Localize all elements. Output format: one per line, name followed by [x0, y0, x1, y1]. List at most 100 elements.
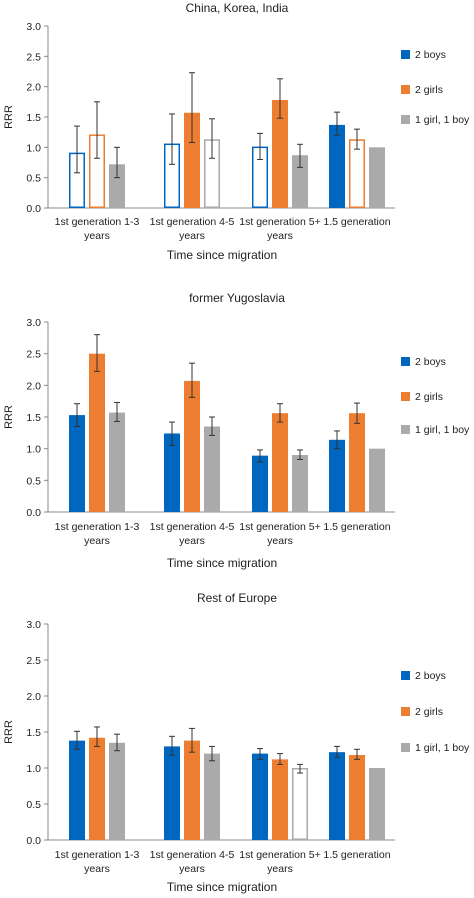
- y-tick-label: 0.5: [26, 173, 41, 185]
- bar-boys-3: [329, 124, 345, 208]
- y-axis-label: RRR: [3, 105, 15, 129]
- y-tick-label: 3.0: [26, 21, 41, 33]
- y-tick-label: 2.5: [26, 51, 41, 63]
- legend-swatch-mixed: [401, 115, 410, 124]
- bar-mixed-3: [369, 768, 385, 840]
- bar-girls-2: [272, 100, 288, 208]
- y-tick-label: 2.0: [26, 82, 41, 94]
- legend-swatch-mixed: [401, 743, 410, 752]
- x-tick-label: 1st generation 5+: [239, 521, 320, 533]
- y-tick-label: 0.0: [26, 203, 41, 215]
- bar-mixed-3: [369, 147, 385, 208]
- y-tick-label: 2.0: [26, 380, 41, 392]
- y-axis-label: RRR: [3, 720, 15, 744]
- x-tick-label: 1.5 generation: [323, 521, 390, 533]
- legend-swatch-boys: [401, 357, 410, 366]
- y-tick-label: 1.5: [26, 412, 41, 424]
- y-tick-label: 0.0: [26, 835, 41, 847]
- bar-mixed-3: [369, 448, 385, 512]
- bar-boys-0: [69, 740, 85, 840]
- x-tick-label: 1st generation 1-3: [55, 521, 140, 533]
- legend-label-boys: 2 boys: [415, 670, 446, 682]
- bar-boys-1: [164, 746, 180, 840]
- y-tick-label: 2.5: [26, 349, 41, 361]
- bar-mixed-0: [109, 412, 125, 512]
- legend-label-mixed: 1 girl, 1 boy: [415, 114, 470, 126]
- legend-label-boys: 2 boys: [415, 356, 446, 368]
- y-tick-label: 0.5: [26, 799, 41, 811]
- chart-rest-of-europe: Rest of Europe 0.0 0.5 1.0 1.5 2.0 2.5 3.0 RRR 1s…: [3, 591, 470, 894]
- x-axis-label: Time since migration: [167, 880, 277, 894]
- legend-label-girls: 2 girls: [415, 84, 443, 96]
- bar-girls-3: [349, 413, 365, 512]
- y-tick-label: 1.5: [26, 727, 41, 739]
- y-tick-label: 0.5: [26, 475, 41, 487]
- bar-mixed-2: [292, 155, 308, 208]
- legend-label-girls: 2 girls: [415, 706, 443, 718]
- legend-label-girls: 2 girls: [415, 391, 443, 403]
- x-tick-label: 1st generation 1-3: [55, 216, 140, 228]
- legend-swatch-girls: [401, 707, 410, 716]
- legend-swatch-girls: [401, 85, 410, 94]
- y-axis-label: RRR: [3, 405, 15, 429]
- bar-girls-1: [184, 380, 200, 512]
- x-tick-label: 1.5 generation: [323, 849, 390, 861]
- x-tick-label: years: [267, 863, 293, 875]
- x-tick-label: years: [84, 535, 110, 547]
- bar-girls-3: [349, 755, 365, 840]
- x-tick-label: years: [179, 230, 205, 242]
- x-tick-label: 1st generation 4-5: [150, 521, 235, 533]
- x-tick-label: years: [179, 863, 205, 875]
- bar-girls-1: [184, 112, 200, 208]
- bar-boys-3: [329, 752, 345, 840]
- bar-mixed-0: [109, 164, 125, 208]
- y-tick-label: 1.0: [26, 763, 41, 775]
- y-tick-label: 2.5: [26, 655, 41, 667]
- legend-swatch-mixed: [401, 425, 410, 434]
- bar-boys-3: [329, 439, 345, 512]
- x-tick-label: years: [179, 535, 205, 547]
- y-tick-label: 1.0: [26, 444, 41, 456]
- x-tick-label: 1st generation 1-3: [55, 849, 140, 861]
- x-tick-label: 1st generation 5+: [239, 216, 320, 228]
- y-tick-label: 0.0: [26, 507, 41, 519]
- bar-girls-3: [349, 139, 365, 208]
- chart-china-korea-india: China, Korea, India 0.0 0.5 1.0 1.5 2.0 2.5 3.0…: [3, 1, 470, 262]
- y-tick-label: 2.0: [26, 691, 41, 703]
- bar-girls-2: [272, 413, 288, 512]
- bar-boys-0: [69, 415, 85, 512]
- bar-girls-2: [272, 759, 288, 840]
- y-tick-label: 1.5: [26, 112, 41, 124]
- x-tick-label: 1st generation 4-5: [150, 216, 235, 228]
- legend-swatch-boys: [401, 671, 410, 680]
- bar-mixed-0: [109, 742, 125, 840]
- x-tick-label: 1st generation 4-5: [150, 849, 235, 861]
- bar-mixed-2: [292, 455, 308, 512]
- x-axis-label: Time since migration: [167, 248, 277, 262]
- bar-mixed-2: [292, 767, 308, 840]
- bar-boys-2: [252, 753, 268, 840]
- x-tick-label: 1.5 generation: [323, 216, 390, 228]
- bar-mixed-1: [204, 753, 220, 840]
- chart-title: China, Korea, India: [186, 1, 289, 15]
- legend-label-mixed: 1 girl, 1 boy: [415, 424, 470, 436]
- x-tick-label: years: [267, 230, 293, 242]
- y-tick-label: 1.0: [26, 142, 41, 154]
- x-tick-label: years: [84, 863, 110, 875]
- chart-former-yugoslavia: former Yugoslavia 0.0 0.5 1.0 1.5 2.0 2.5 3.0 RR…: [3, 291, 470, 570]
- chart-title: Rest of Europe: [197, 591, 277, 605]
- bar-boys-2: [252, 455, 268, 512]
- legend-label-boys: 2 boys: [415, 49, 446, 61]
- x-axis-label: Time since migration: [167, 556, 277, 570]
- x-tick-label: 1st generation 5+: [239, 849, 320, 861]
- bar-girls-0: [89, 737, 105, 840]
- bar-mixed-1: [204, 426, 220, 512]
- legend-swatch-girls: [401, 392, 410, 401]
- legend-swatch-boys: [401, 50, 410, 59]
- x-tick-label: years: [84, 230, 110, 242]
- bar-girls-0: [89, 353, 105, 512]
- bar-boys-1: [164, 433, 180, 512]
- y-tick-label: 3.0: [26, 317, 41, 329]
- x-tick-label: years: [267, 535, 293, 547]
- y-tick-label: 3.0: [26, 619, 41, 631]
